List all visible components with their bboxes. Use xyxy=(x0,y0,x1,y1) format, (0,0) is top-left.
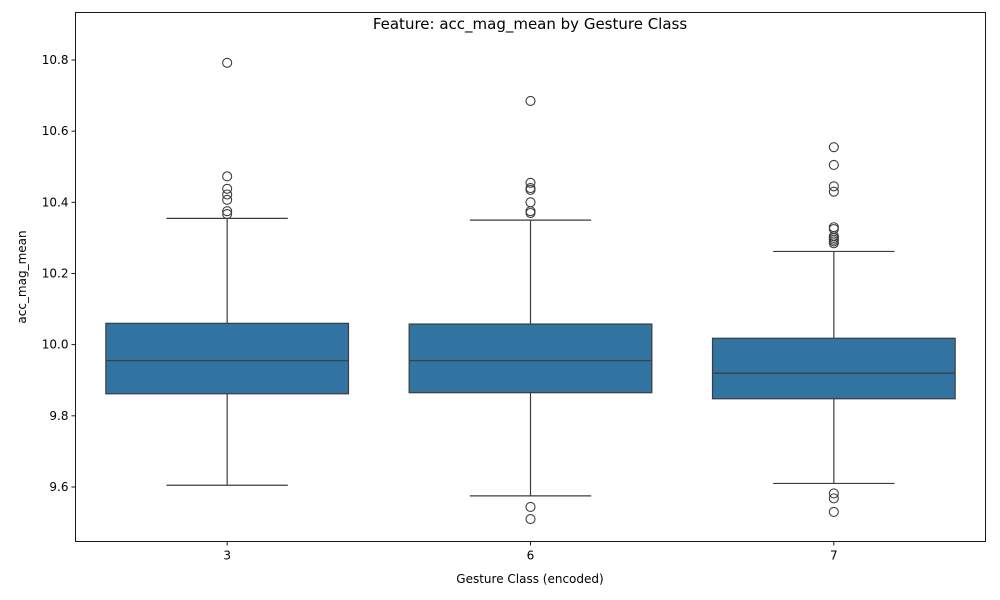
outlier-point xyxy=(525,177,536,188)
y-tick-label: 10.8 xyxy=(42,53,69,67)
y-tick-label: 9.6 xyxy=(49,480,68,494)
y-tick-label: 10.4 xyxy=(42,195,69,209)
y-tick-label: 10.2 xyxy=(42,267,69,281)
x-axis-label: Gesture Class (encoded) xyxy=(456,572,603,586)
outlier-point xyxy=(525,95,536,106)
outlier-point xyxy=(828,238,839,249)
outlier-point xyxy=(525,513,536,525)
x-tick-label: 6 xyxy=(527,549,535,563)
outlier-point xyxy=(828,142,839,153)
iqr-box xyxy=(711,337,956,400)
outlier-point xyxy=(828,159,839,171)
outlier-point xyxy=(828,506,839,517)
plot-area: 9.6 9.8 10.0 10.2 10.4 10.6 10.8 3 6 7 xyxy=(42,53,956,563)
outlier-point xyxy=(828,488,839,499)
outlier-point xyxy=(525,184,536,195)
outlier-point xyxy=(222,194,233,205)
outlier-point xyxy=(222,206,233,217)
y-axis-label: acc_mag_mean xyxy=(15,230,29,323)
iqr-box xyxy=(408,323,653,394)
outlier-point xyxy=(222,57,233,68)
iqr-box xyxy=(105,322,350,395)
outlier-point xyxy=(828,186,839,197)
outlier-point xyxy=(222,209,233,220)
y-tick-label: 10.0 xyxy=(42,338,69,352)
chart-title: Feature: acc_mag_mean by Gesture Class xyxy=(373,15,688,34)
plot-frame xyxy=(75,12,986,542)
y-tick-label: 10.6 xyxy=(42,124,69,138)
outlier-point xyxy=(525,207,536,219)
outlier-point xyxy=(525,197,536,208)
outlier-point xyxy=(222,189,233,200)
outlier-point xyxy=(222,183,233,194)
x-tick-label: 7 xyxy=(830,549,838,563)
outlier-point xyxy=(828,181,839,192)
y-tick-label: 9.8 xyxy=(49,409,68,423)
outlier-point xyxy=(525,501,536,512)
outlier-point xyxy=(222,171,233,182)
outlier-point xyxy=(828,493,839,504)
x-tick-label: 3 xyxy=(223,549,231,563)
